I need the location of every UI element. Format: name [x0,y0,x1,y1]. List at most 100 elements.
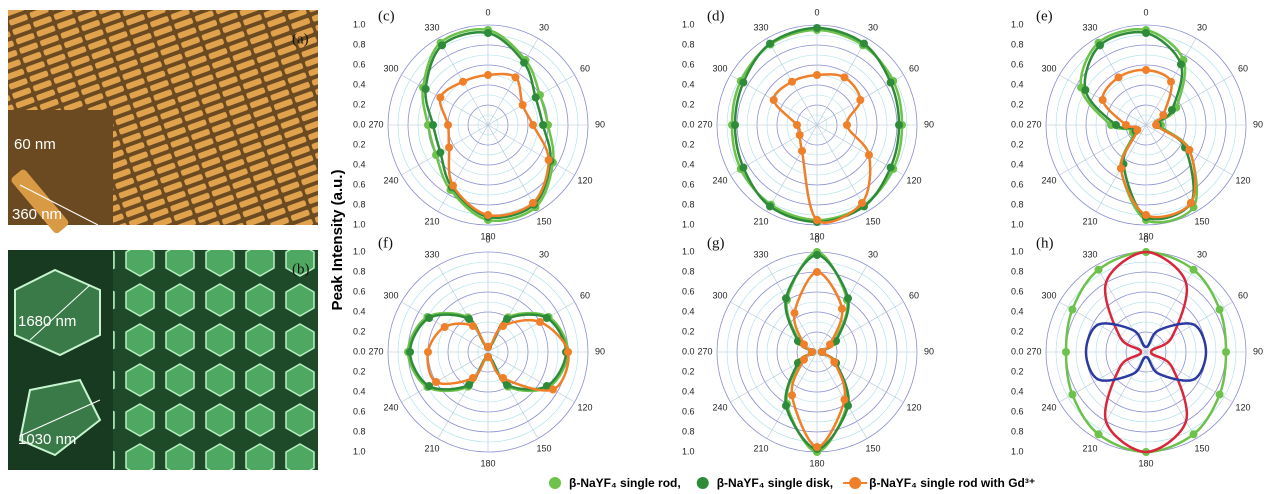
theta-tick-label: 150 [865,443,880,453]
point [542,382,551,390]
theta-tick-label: 330 [753,22,768,32]
r-tick-label: 0.4 [1011,79,1024,89]
theta-tick-label: 330 [1082,22,1097,32]
r-tick-label: 1.0 [353,219,366,229]
point [429,121,437,129]
r-tick-label: 0.2 [682,326,695,336]
point [864,151,873,159]
point [843,121,851,129]
theta-tick-label: 120 [1235,402,1250,412]
spoke [401,74,489,126]
r-tick-label: 0.2 [353,99,366,109]
r-tick-label: 0.8 [1011,199,1024,209]
spoke [487,301,575,353]
r-tick-label: 1.0 [353,246,366,256]
point [1096,41,1104,50]
theta-tick-label: 120 [906,175,921,185]
panel-label: (d) [707,8,725,24]
r-tick-label: 0.4 [682,159,695,169]
theta-tick-label: 60 [909,290,919,300]
panel-label: (h) [1036,235,1054,251]
theta-tick-label: 330 [753,249,768,259]
point [438,41,446,50]
r-tick-label: 0.8 [353,426,366,436]
point [564,348,572,356]
r-tick-label: 0.8 [353,39,366,49]
spoke [487,38,539,126]
point [436,93,445,102]
point [844,401,852,410]
point [503,380,511,389]
series-line [1084,322,1208,382]
r-tick-label: 0.4 [353,79,366,89]
point [858,198,866,207]
spoke [487,124,539,212]
point [782,401,790,410]
legend-marker [696,477,709,489]
theta-tick-label: 270 [1026,119,1041,129]
theta-tick-label: 0 [814,234,819,244]
r-tick-label: 0.0 [353,119,366,129]
series-line [1103,250,1189,454]
point [1133,126,1142,134]
theta-tick-label: 270 [368,346,383,356]
r-tick-label: 0.4 [682,79,695,89]
theta-tick-label: 330 [424,22,439,32]
point [800,340,809,349]
r-tick-label: 0.4 [682,386,695,396]
point [739,163,748,172]
r-tick-label: 0.0 [1011,346,1024,356]
point [544,156,553,164]
point [503,315,511,324]
point [860,39,868,48]
r-tick-label: 1.0 [353,446,366,456]
spoke [766,124,818,212]
r-tick-label: 0.4 [353,306,366,316]
point [484,343,492,351]
point [808,348,816,356]
point [539,121,547,129]
point [798,146,806,155]
point [425,314,434,322]
r-tick-label: 0.8 [682,199,695,209]
theta-tick-label: 60 [580,63,590,73]
theta-tick-label: 180 [809,231,824,241]
point [886,78,895,87]
point [1215,390,1224,399]
theta-tick-label: 60 [1238,290,1248,300]
r-tick-label: 0.8 [682,426,695,436]
point [782,294,790,303]
spoke [487,74,575,126]
point [1142,66,1150,74]
point [731,121,739,129]
point [739,78,748,87]
theta-tick-label: 30 [1197,22,1207,32]
r-tick-label: 0.6 [1011,286,1024,296]
point [856,96,865,104]
point [484,71,492,79]
theta-tick-label: 210 [1082,216,1097,226]
legend-marker [549,477,561,489]
spoke [487,351,575,403]
point [1142,29,1150,37]
point [469,322,477,331]
r-tick-label: 0.4 [353,386,366,396]
r-tick-label: 1.0 [682,446,695,456]
r-tick-label: 0.6 [682,286,695,296]
theta-tick-label: 120 [577,402,592,412]
point [788,77,796,86]
theta-tick-label: 90 [924,346,934,356]
annotation: 360 nm [12,206,62,223]
point [813,71,821,79]
theta-tick-label: 150 [536,216,551,226]
point [535,318,544,326]
spoke [1145,351,1197,439]
r-tick-label: 0.2 [353,326,366,336]
theta-tick-label: 60 [1238,63,1248,73]
theta-tick-label: 210 [753,443,768,453]
point [790,309,799,318]
theta-tick-label: 120 [577,175,592,185]
r-tick-label: 0.4 [1011,306,1024,316]
point [795,131,804,139]
